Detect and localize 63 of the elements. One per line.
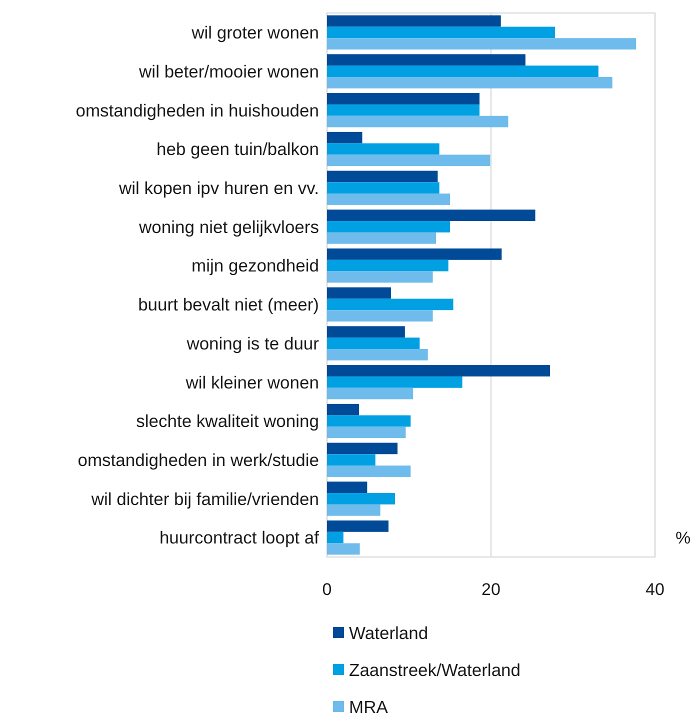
y-tick-label: omstandigheden in werk/studie <box>78 450 319 470</box>
bar <box>327 66 598 77</box>
bar <box>327 466 411 477</box>
bar <box>327 38 636 50</box>
y-tick-label: omstandigheden in huishouden <box>76 100 319 120</box>
bar <box>327 520 388 532</box>
bar <box>327 116 508 128</box>
bar <box>327 143 440 155</box>
bar <box>327 76 612 88</box>
x-tick-label: 20 <box>482 580 500 599</box>
bar <box>327 26 555 38</box>
bar <box>327 404 359 416</box>
bar <box>327 248 502 260</box>
bar <box>327 482 368 494</box>
bar <box>327 426 406 438</box>
bar <box>327 93 480 104</box>
bar <box>327 543 360 555</box>
bar <box>327 532 344 544</box>
bar <box>327 132 362 144</box>
bar <box>327 54 526 66</box>
bar <box>327 287 391 299</box>
bar <box>327 15 501 27</box>
bar <box>327 210 536 222</box>
y-tick-label: buurt bevalt niet (meer) <box>138 294 319 315</box>
legend-label: Waterland <box>349 623 428 644</box>
bar <box>327 271 433 283</box>
bar <box>327 338 420 349</box>
y-tick-label: woning niet gelijkvloers <box>138 216 320 237</box>
bar <box>327 493 396 504</box>
bar <box>327 415 411 427</box>
y-tick-label: wil dichter bij familie/vrienden <box>90 488 319 509</box>
y-tick-label: wil kleiner wonen <box>184 372 319 392</box>
bar <box>327 442 398 454</box>
y-tick-label: woning is te duur <box>186 333 320 354</box>
y-tick-label: wil beter/mooier wonen <box>138 61 319 82</box>
y-tick-label: huurcontract loopt af <box>159 528 320 548</box>
bar <box>327 232 436 244</box>
bar <box>327 388 414 400</box>
bar <box>327 365 550 376</box>
bar <box>327 260 448 272</box>
bar <box>327 221 450 232</box>
y-tick-label: wil groter wonen <box>190 22 319 43</box>
y-tick-label: mijn gezondheid <box>192 256 319 276</box>
x-tick-label: 40 <box>646 580 664 599</box>
x-axis-title: % <box>675 528 691 548</box>
bar <box>327 376 462 388</box>
bar <box>327 326 405 338</box>
bar <box>327 104 480 116</box>
bar <box>327 504 380 516</box>
y-tick-label: slechte kwaliteit woning <box>136 411 319 432</box>
bar <box>327 182 440 194</box>
bar <box>327 310 433 322</box>
y-tick-label: wil kopen ipv huren en vv. <box>118 178 319 198</box>
x-tick-label: 0 <box>322 580 332 599</box>
bar <box>327 298 454 310</box>
y-tick-label: heb geen tuin/balkon <box>156 139 319 160</box>
bar <box>327 348 428 360</box>
bar <box>327 154 490 166</box>
bar <box>327 170 438 182</box>
bar <box>327 194 450 205</box>
legend-label: MRA <box>349 697 388 718</box>
legend-label: Zaanstreek/Waterland <box>349 660 521 680</box>
bar <box>327 454 376 466</box>
